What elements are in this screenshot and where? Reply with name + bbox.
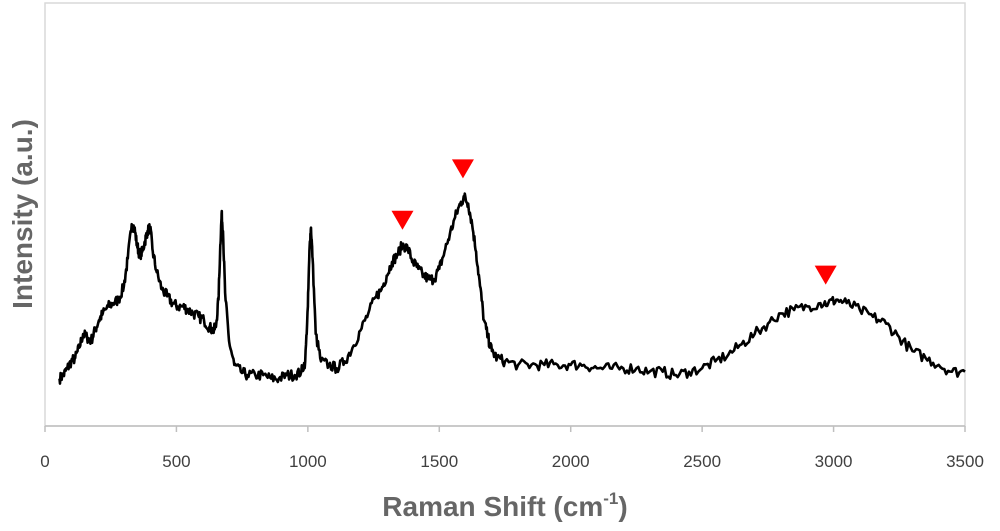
peak-marker (814, 265, 837, 285)
x-tick-label: 2500 (683, 452, 721, 471)
y-axis-title: Intensity (a.u.) (7, 119, 38, 309)
x-axis-title-superscript: -1 (603, 489, 618, 508)
x-tick-label: 0 (40, 452, 49, 471)
x-axis-ticks (44, 426, 966, 432)
x-axis-title-main: Raman Shift (cm (382, 491, 603, 522)
x-tick-label: 2000 (552, 452, 590, 471)
peak-marker (451, 159, 474, 179)
x-tick-label: 1500 (420, 452, 458, 471)
x-tick-label: 1000 (289, 452, 327, 471)
x-axis-title-suffix: ) (618, 491, 627, 522)
x-axis-title: Raman Shift (cm-1) (382, 489, 627, 522)
x-tick-label: 3000 (815, 452, 853, 471)
x-axis-tick-labels: 0 500 1000 1500 2000 2500 3000 3500 (40, 452, 984, 471)
spectrum-line (58, 192, 966, 385)
x-tick-label: 500 (162, 452, 190, 471)
x-tick-label: 3500 (946, 452, 984, 471)
peak-marker (391, 210, 414, 230)
peak-markers (391, 159, 837, 285)
